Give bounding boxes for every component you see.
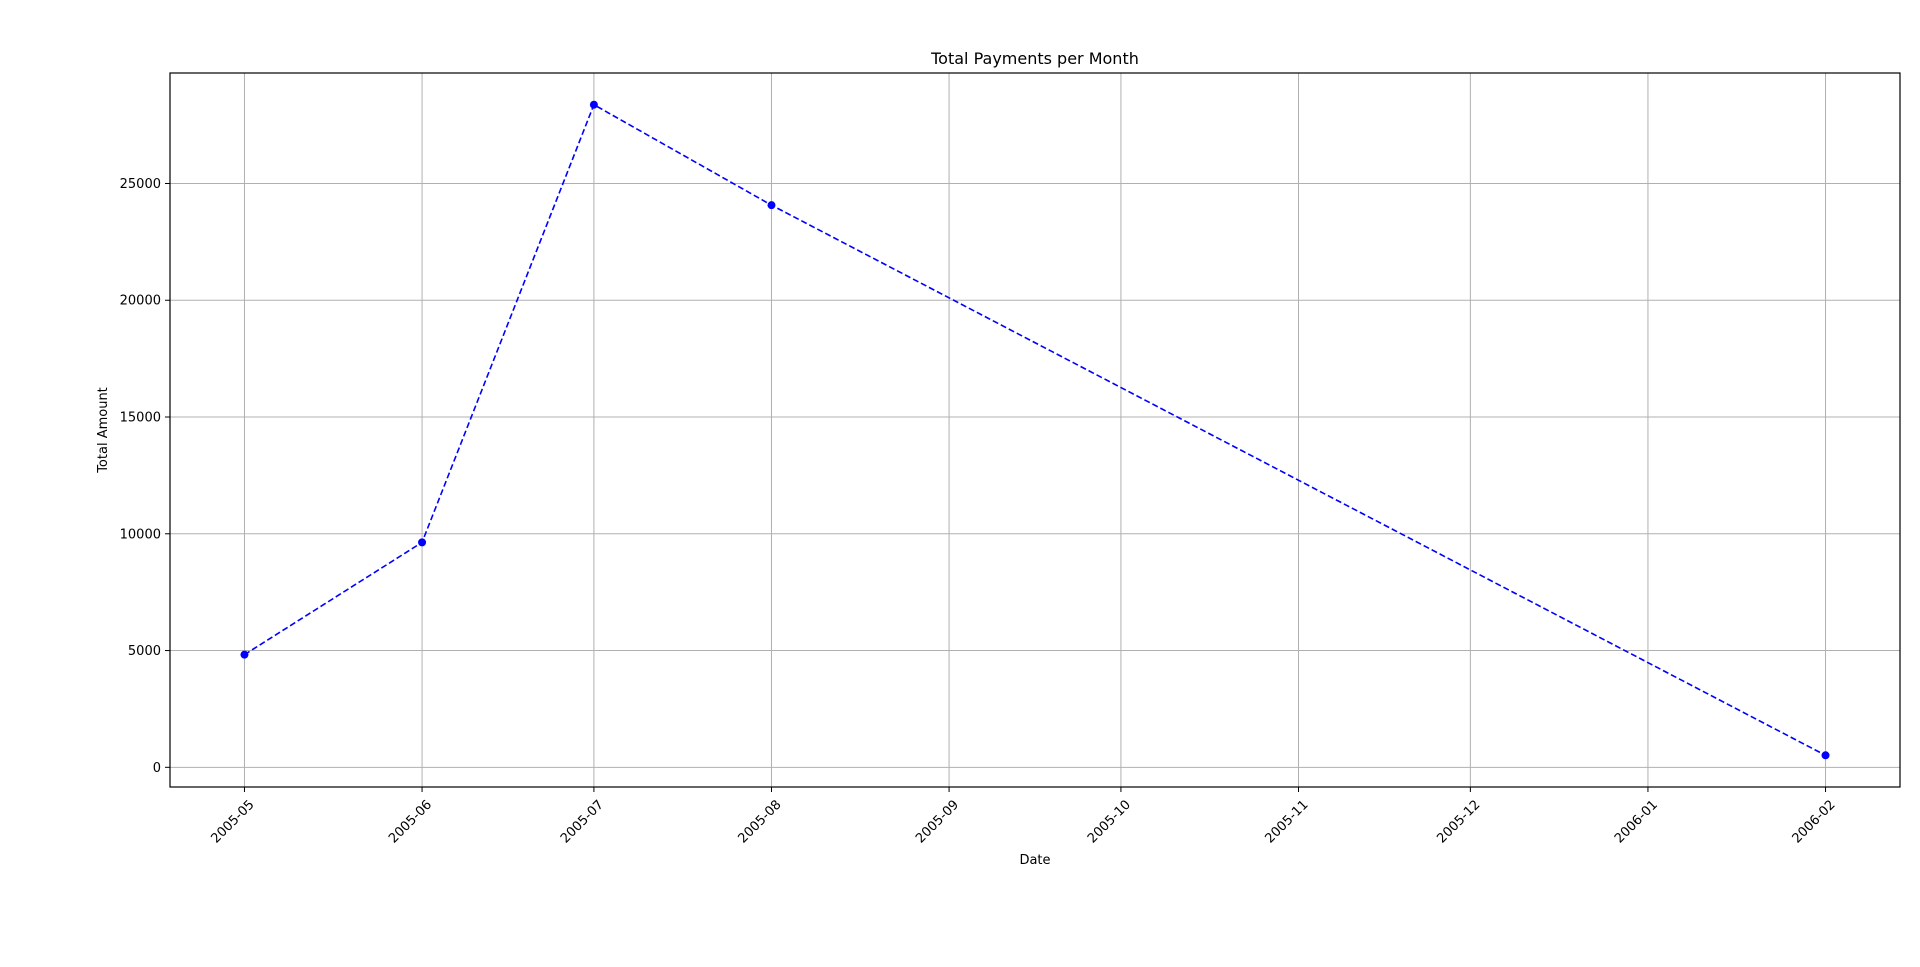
series-layer xyxy=(240,100,1830,760)
y-tick-label: 15000 xyxy=(120,411,161,426)
y-tick-label: 20000 xyxy=(120,294,161,309)
data-point xyxy=(1821,751,1830,760)
plot-frame xyxy=(169,72,1901,788)
data-point xyxy=(418,538,427,547)
chart-title: Total Payments per Month xyxy=(930,49,1139,68)
y-tick-label: 0 xyxy=(153,761,161,776)
grid-lines xyxy=(170,73,1900,787)
y-axis-label: Total Amount xyxy=(96,387,111,474)
data-point xyxy=(589,100,598,109)
y-tick-label: 5000 xyxy=(128,644,161,659)
data-point xyxy=(240,650,249,659)
x-axis-label: Date xyxy=(1019,853,1050,868)
data-point xyxy=(767,201,776,210)
y-tick-label: 10000 xyxy=(120,527,161,542)
y-tick-label: 25000 xyxy=(120,177,161,192)
